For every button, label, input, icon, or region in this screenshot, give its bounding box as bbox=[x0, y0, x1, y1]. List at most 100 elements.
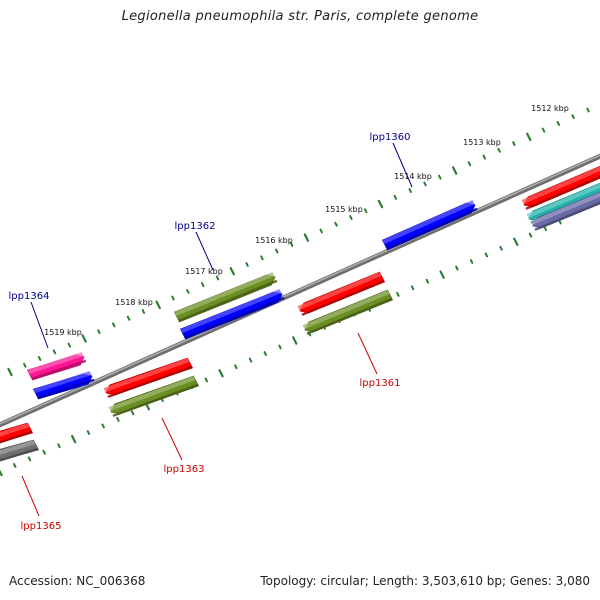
scale-tick bbox=[101, 423, 105, 429]
scale-tick bbox=[97, 329, 101, 335]
scale-tick bbox=[0, 469, 3, 477]
scale-tick bbox=[499, 245, 503, 251]
scale-tick bbox=[112, 322, 116, 328]
gene-label-lpp1362: lpp1362 bbox=[175, 221, 216, 232]
scale-tick bbox=[292, 336, 298, 345]
scale-tick bbox=[482, 154, 486, 160]
label-leader-line bbox=[30, 301, 49, 349]
gene-lpp1361-adjacent bbox=[302, 289, 394, 335]
scale-tick bbox=[201, 282, 205, 288]
scale-tick bbox=[234, 364, 238, 370]
label-leader-line bbox=[357, 332, 378, 375]
scale-label: 1516 kbp bbox=[255, 236, 293, 245]
scale-label: 1517 kbp bbox=[185, 267, 223, 276]
label-leader-line bbox=[21, 475, 40, 517]
scale-tick bbox=[334, 221, 338, 227]
scale-labels: 1512 kbp 1513 kbp 1514 kbp 1515 kbp 1516 kbp… bbox=[44, 104, 569, 337]
scale-label: 1513 kbp bbox=[463, 138, 501, 147]
scale-tick bbox=[218, 369, 224, 378]
scale-tick bbox=[42, 449, 46, 455]
label-leader-line bbox=[161, 417, 183, 461]
scale-tick bbox=[469, 259, 474, 264]
scale-tick bbox=[116, 416, 120, 422]
scale-tick bbox=[260, 255, 264, 261]
scale-tick bbox=[558, 219, 562, 225]
scale-tick bbox=[130, 410, 135, 416]
scale-tick bbox=[484, 252, 488, 258]
scale-tick bbox=[393, 194, 397, 200]
scale-tick bbox=[70, 434, 77, 444]
scale-tick bbox=[455, 265, 459, 271]
gene-labels: lpp1364 lpp1362 lpp1360 lpp1365 lpp1363 lpp13… bbox=[9, 132, 413, 532]
scale-tick bbox=[52, 349, 57, 355]
backbone-line bbox=[0, 153, 600, 428]
gene-edge-red bbox=[521, 165, 600, 210]
scale-tick bbox=[229, 267, 235, 276]
scale-label: 1518 kbp bbox=[115, 298, 153, 307]
scale-tick bbox=[364, 208, 368, 214]
scale-tick bbox=[248, 357, 253, 363]
scale-tick bbox=[526, 132, 532, 142]
gene-lpp1363 bbox=[103, 357, 194, 398]
topology-text: Topology: circular; Length: 3,503,610 bp… bbox=[260, 574, 590, 588]
label-leader-line bbox=[392, 142, 413, 188]
scale-tick bbox=[67, 342, 71, 348]
scale-tick bbox=[263, 351, 267, 356]
scale-tick bbox=[275, 248, 279, 254]
scale-tick bbox=[452, 166, 458, 175]
scale-tick bbox=[186, 289, 190, 294]
scale-label: 1514 kbp bbox=[394, 172, 432, 181]
scale-label: 1519 kbp bbox=[44, 328, 82, 337]
scale-tick bbox=[245, 262, 249, 267]
scale-tick bbox=[289, 241, 294, 247]
scale-tick bbox=[204, 377, 208, 383]
scale-tick bbox=[215, 275, 220, 281]
backbone-highlight bbox=[0, 154, 600, 425]
scale-tick bbox=[438, 174, 442, 180]
gene-lpp1362 bbox=[173, 272, 278, 323]
scale-ticks bbox=[0, 107, 590, 477]
scale-label: 1512 kbp bbox=[531, 104, 569, 113]
scale-tick bbox=[512, 141, 516, 146]
scale-tick bbox=[410, 285, 415, 291]
scale-tick bbox=[171, 295, 175, 301]
scale-tick bbox=[497, 147, 501, 153]
accession-text: Accession: NC_006368 bbox=[9, 574, 146, 588]
gene-lpp1365 bbox=[0, 422, 34, 444]
scale-tick bbox=[7, 367, 13, 377]
gene-edge-slate bbox=[530, 191, 600, 231]
scale-tick bbox=[423, 181, 427, 187]
gene-lpp1363-adjacent bbox=[108, 375, 200, 417]
scale-tick bbox=[513, 237, 519, 246]
scale-tick bbox=[57, 443, 61, 449]
scale-label: 1515 kbp bbox=[325, 205, 363, 214]
scale-tick bbox=[27, 456, 32, 462]
scale-tick bbox=[571, 114, 575, 120]
scale-tick bbox=[377, 199, 384, 209]
gene-features bbox=[0, 165, 600, 462]
scale-tick bbox=[23, 362, 27, 368]
map-title: Legionella pneumophila str. Paris, compl… bbox=[121, 9, 479, 24]
genome-backbone bbox=[0, 153, 600, 428]
label-leader-line bbox=[195, 231, 214, 271]
scale-tick bbox=[586, 107, 590, 113]
gene-lpp1360 bbox=[381, 200, 478, 251]
gene-lpp1364-adjacent bbox=[32, 371, 95, 400]
scale-tick bbox=[319, 228, 323, 234]
scale-tick bbox=[81, 334, 87, 343]
scale-tick bbox=[13, 463, 17, 468]
scale-tick bbox=[126, 315, 131, 321]
gene-label-lpp1364: lpp1364 bbox=[9, 291, 50, 302]
scale-tick bbox=[349, 215, 353, 220]
scale-tick bbox=[396, 291, 400, 297]
gene-lpp1361 bbox=[297, 271, 386, 316]
scale-tick bbox=[408, 188, 412, 193]
gene-label-lpp1363: lpp1363 bbox=[164, 464, 205, 475]
scale-tick bbox=[556, 121, 561, 126]
gene-lpp1364 bbox=[26, 352, 87, 381]
scale-tick bbox=[543, 226, 547, 231]
gene-lpp1362-adjacent bbox=[179, 289, 285, 340]
scale-tick bbox=[37, 356, 42, 361]
scale-tick bbox=[155, 300, 161, 310]
